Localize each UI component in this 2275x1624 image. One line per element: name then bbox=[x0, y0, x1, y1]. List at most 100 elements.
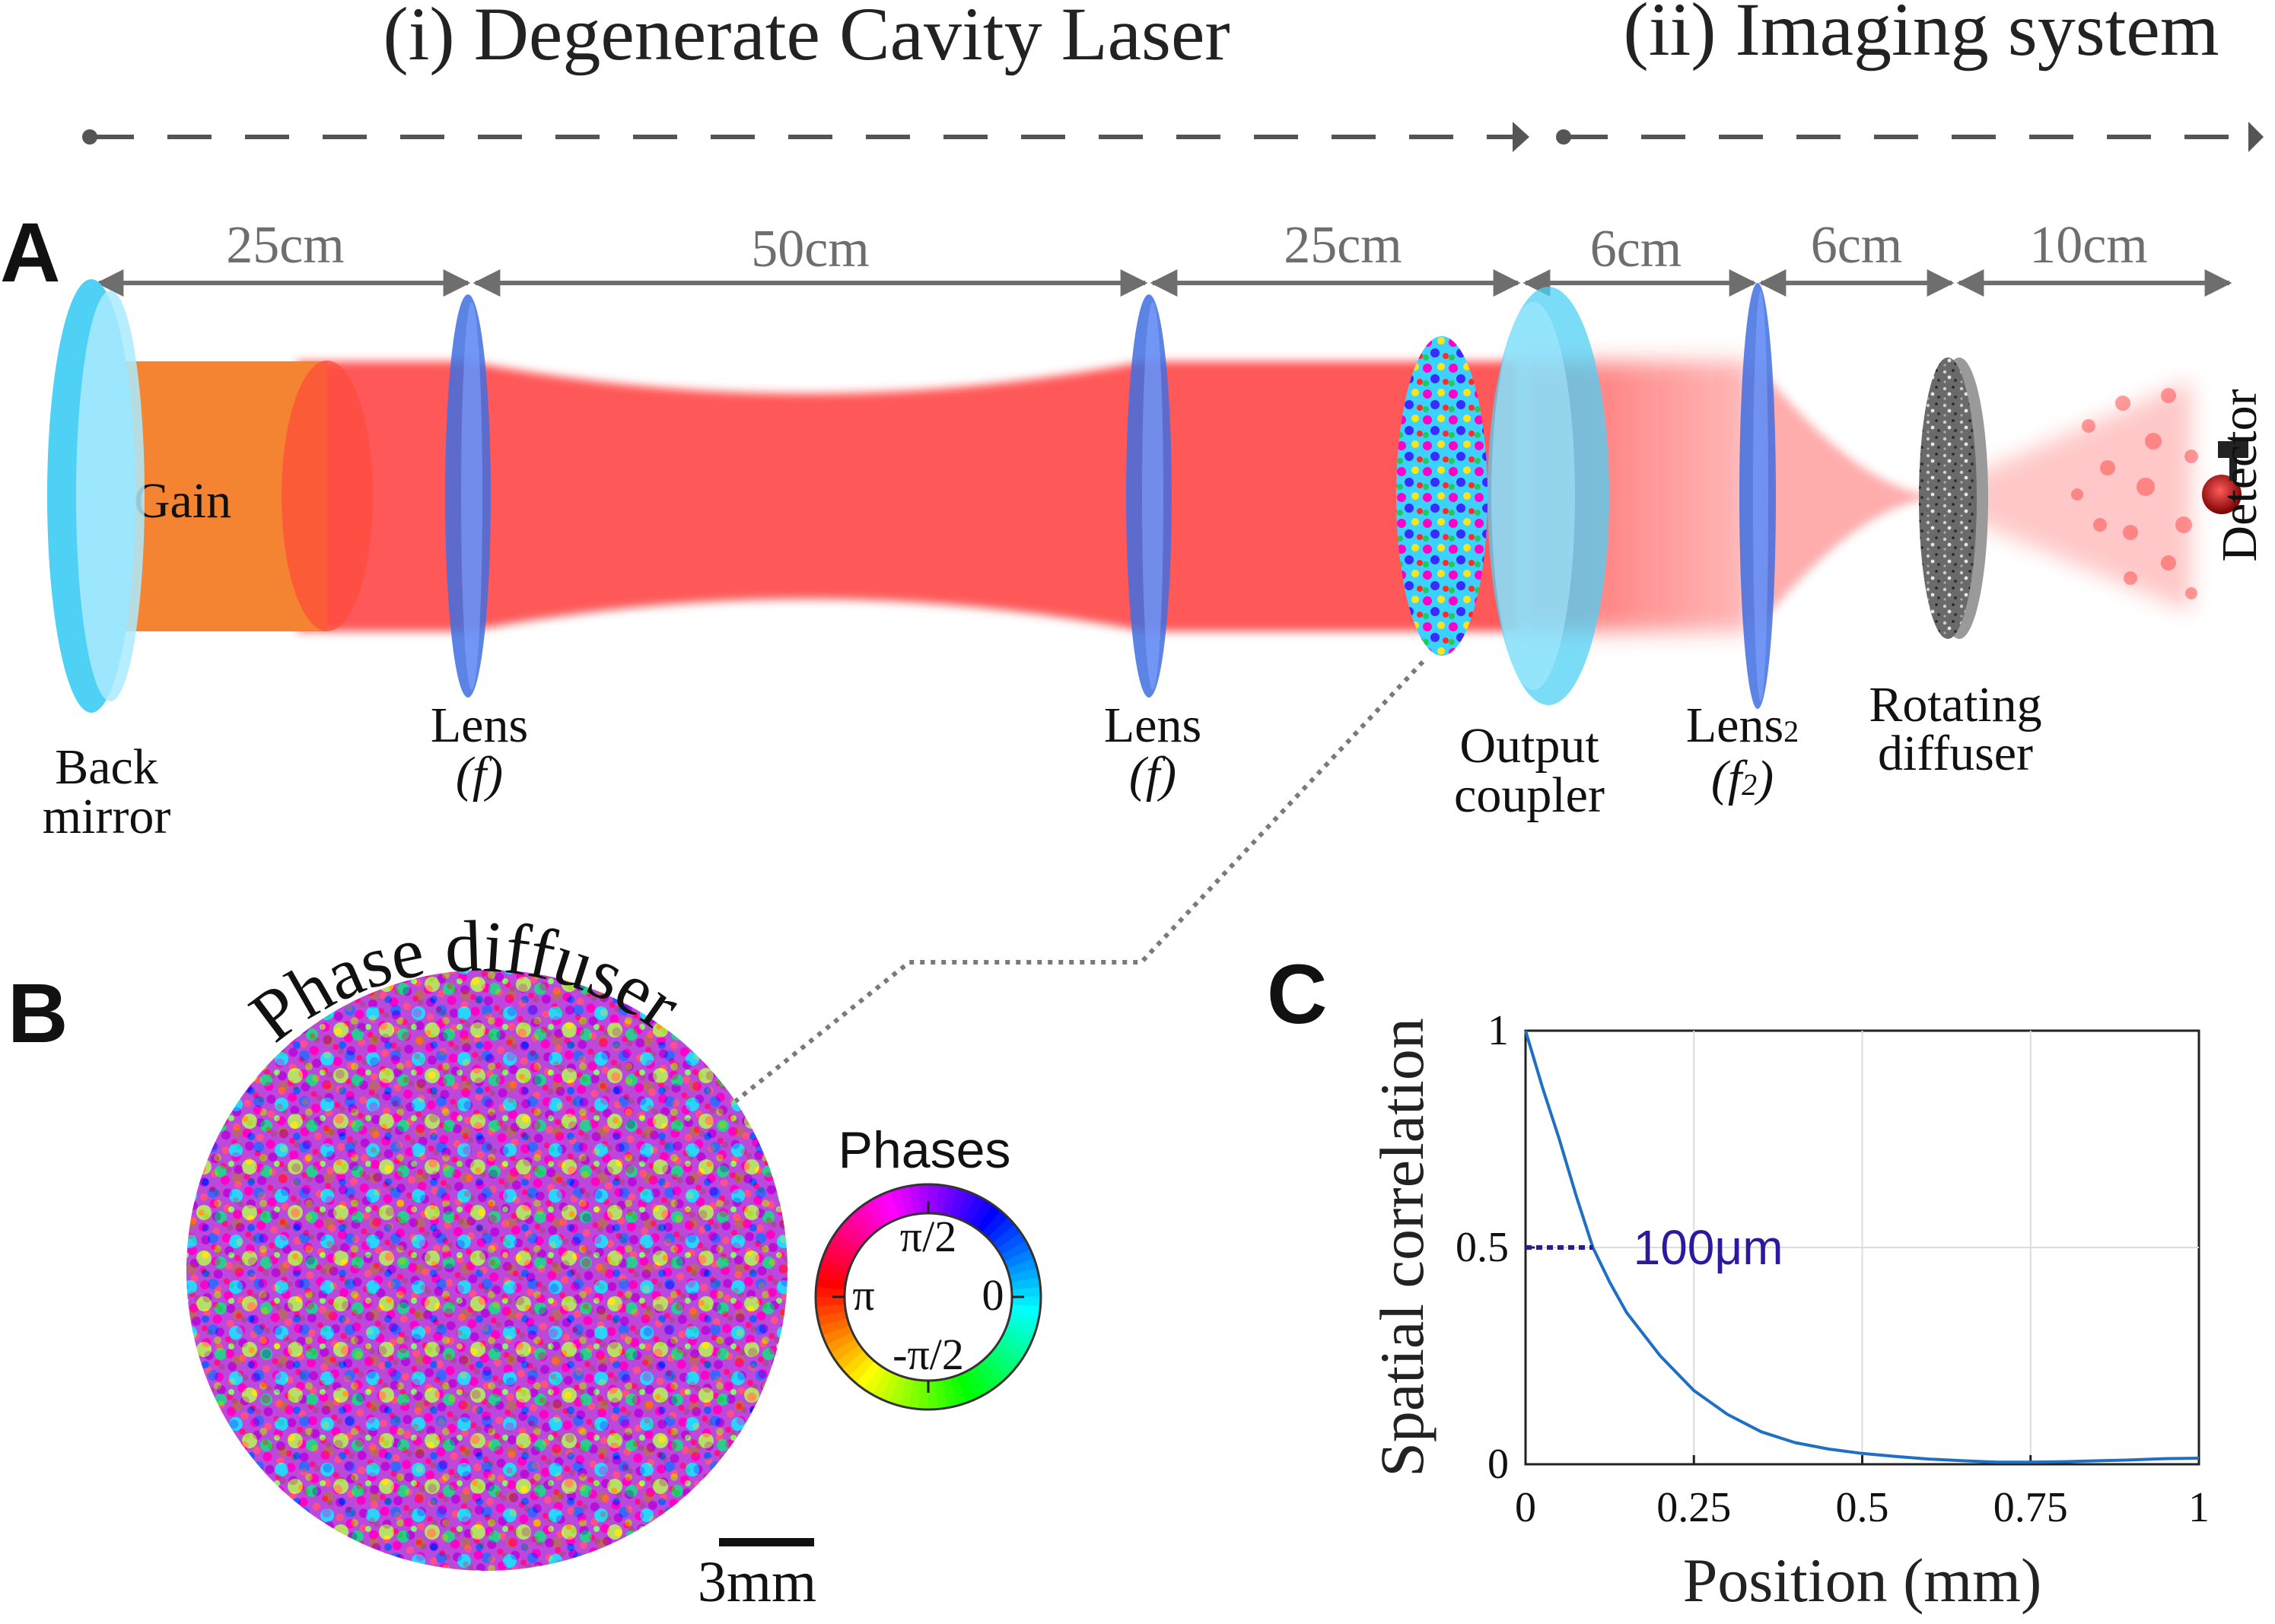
phase-wheel-segment bbox=[1001, 1332, 1031, 1353]
panel-label-b: B bbox=[8, 967, 68, 1060]
phase-wheel-segment bbox=[863, 1199, 886, 1229]
distance-label-4: 6cm bbox=[1590, 220, 1682, 278]
lens3-focal-subscript: 2 bbox=[1742, 768, 1757, 802]
phase-wheel-segment bbox=[816, 1304, 846, 1317]
phase-label-bottom: -π/2 bbox=[892, 1330, 964, 1379]
phase-wheel-segment bbox=[1010, 1304, 1041, 1317]
phase-diffuser-element bbox=[1396, 336, 1488, 656]
phase-wheel-segment bbox=[880, 1190, 900, 1222]
phase-wheel-segment bbox=[992, 1344, 1021, 1370]
phase-wheel-segment bbox=[987, 1350, 1015, 1377]
section-imaging-title: (ii) Imaging system bbox=[1623, 0, 2219, 72]
phase-wheel-segment bbox=[1011, 1286, 1041, 1297]
phase-wheel-segment bbox=[816, 1287, 845, 1298]
distance-label-6: 10cm bbox=[2029, 216, 2148, 275]
phase-wheel-segment bbox=[817, 1311, 848, 1327]
phase-wheel-segment bbox=[864, 1365, 887, 1395]
phase-wheel-segment bbox=[889, 1188, 907, 1219]
distance-label-3: 25cm bbox=[1284, 216, 1402, 275]
phase-wheel-segment bbox=[935, 1184, 948, 1215]
phase-wheel-segment bbox=[950, 1375, 968, 1406]
lens3-focal-close: ) bbox=[1754, 751, 1774, 806]
lens-2 bbox=[1126, 294, 1172, 698]
panel-label-a: A bbox=[0, 206, 60, 300]
lens3-name: Lens bbox=[1686, 698, 1783, 753]
rotating-diffuser-label-line2: diffuser bbox=[1878, 726, 2033, 781]
chart-annotation-label: 100μm bbox=[1634, 1220, 1783, 1275]
phase-wheel-segment bbox=[987, 1216, 1015, 1244]
phase-wheel-segment bbox=[908, 1379, 921, 1409]
phase-wheel-segment bbox=[822, 1249, 853, 1269]
phase-wheel-segment bbox=[848, 1210, 875, 1238]
phase-wheel-segment bbox=[963, 1194, 985, 1225]
phase-wheel-outline bbox=[814, 1183, 1042, 1411]
phase-label-left: π bbox=[852, 1270, 874, 1320]
phase-wheel-segment bbox=[997, 1338, 1026, 1362]
phase-wheel-segment bbox=[918, 1184, 928, 1214]
speckle-output bbox=[2071, 388, 2198, 599]
lens3-label-line1: Lens2 bbox=[1686, 698, 1799, 753]
detector-label: Detector bbox=[2212, 389, 2267, 561]
output-coupler bbox=[1488, 287, 1609, 705]
phase-wheel-segment bbox=[835, 1345, 865, 1370]
phase-wheel-segment bbox=[908, 1184, 921, 1215]
phase-wheel-segment bbox=[855, 1204, 880, 1234]
phase-diffuser-disk bbox=[186, 970, 788, 1571]
phase-wheel-segment bbox=[970, 1365, 994, 1395]
section-divider-cavity bbox=[82, 122, 1529, 152]
zoom-connector bbox=[718, 659, 1425, 1117]
chart-y-tick-label: 0.5 bbox=[1456, 1224, 1509, 1271]
phase-wheel-segment bbox=[848, 1355, 875, 1384]
phase-wheel-segment bbox=[816, 1277, 846, 1290]
phase-wheel-segment bbox=[1009, 1267, 1039, 1282]
back-mirror bbox=[47, 279, 145, 713]
phase-wheel-segment bbox=[826, 1332, 856, 1354]
phase-wheel-segment bbox=[835, 1224, 864, 1250]
lens3-focal: (f bbox=[1711, 751, 1748, 806]
scale-bar bbox=[719, 1538, 814, 1546]
lens1-label-line1: Lens bbox=[431, 698, 528, 753]
phase-wheel-segment bbox=[975, 1204, 1001, 1233]
lens1-label-line2: (f) bbox=[456, 747, 503, 802]
phase-wheel-segment bbox=[872, 1369, 893, 1400]
phase-wheel-segment bbox=[969, 1199, 993, 1228]
chart-x-tick-label: 0.75 bbox=[1993, 1484, 2068, 1531]
lens3-subscript: 2 bbox=[1783, 714, 1799, 748]
lens-1 bbox=[445, 294, 491, 698]
phase-wheel-segment bbox=[982, 1355, 1009, 1384]
phase-wheel-segment bbox=[842, 1350, 870, 1378]
lens-3 bbox=[1739, 283, 1776, 709]
phase-wheel-segment bbox=[976, 1360, 1001, 1390]
phase-wheel-segment bbox=[819, 1318, 850, 1336]
phase-wheel-segment bbox=[1010, 1276, 1041, 1290]
distance-label-5: 6cm bbox=[1811, 216, 1903, 275]
phase-wheel-segment bbox=[889, 1375, 907, 1406]
panel-label-c: C bbox=[1267, 948, 1327, 1041]
phase-wheel-segment bbox=[1001, 1240, 1031, 1262]
phase-wheel-segment bbox=[816, 1297, 845, 1308]
lens2-label-line1: Lens bbox=[1104, 698, 1201, 753]
phase-wheel-segment bbox=[918, 1380, 929, 1409]
rotating-diffuser-label-line1: Rotating bbox=[1869, 677, 2041, 733]
phase-wheel-segment bbox=[819, 1258, 850, 1276]
detector bbox=[2202, 441, 2248, 514]
output-coupler-label-line1: Output bbox=[1459, 718, 1599, 774]
phase-wheel-segment bbox=[1007, 1257, 1037, 1276]
chart-x-axis-label: Position (mm) bbox=[1683, 1546, 2042, 1615]
phase-wheel-segment bbox=[1007, 1318, 1038, 1336]
chart-y-tick-label: 0 bbox=[1488, 1441, 1509, 1488]
phase-wheel-segment bbox=[950, 1187, 967, 1219]
phase-wheel-segment bbox=[855, 1361, 881, 1390]
phase-wheel-segment bbox=[1004, 1248, 1035, 1269]
distance-label-2: 50cm bbox=[751, 220, 870, 278]
phase-wheel-segment bbox=[996, 1232, 1026, 1255]
section-cavity-title: (i) Degenerate Cavity Laser bbox=[383, 0, 1230, 76]
phase-wheel-segment bbox=[822, 1325, 853, 1346]
chart-x-tick-label: 0 bbox=[1515, 1484, 1536, 1531]
laser-beam bbox=[297, 361, 2191, 631]
chart-series-line bbox=[1524, 1030, 2200, 1464]
phase-wheel-segment bbox=[826, 1241, 856, 1262]
phase-wheel-segment bbox=[1004, 1325, 1035, 1345]
phase-color-wheel bbox=[814, 1183, 1042, 1411]
